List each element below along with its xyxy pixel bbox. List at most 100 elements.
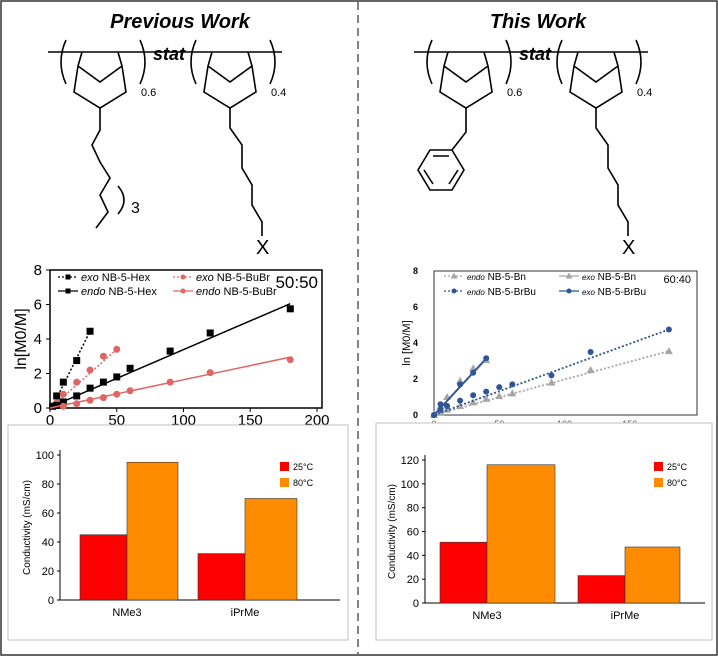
data-point <box>86 366 94 374</box>
data-point <box>206 329 214 337</box>
data-point <box>495 392 504 400</box>
y-tick-label: 0 <box>413 598 419 610</box>
ratio-label: 60:40 <box>663 274 691 286</box>
data-point <box>113 390 121 398</box>
legend-label: 80°C <box>667 478 688 488</box>
y-tick-label: 20 <box>407 574 419 586</box>
fraction-label-2-this: 0.4 <box>637 87 652 99</box>
y-tick-label: 60 <box>42 508 54 520</box>
stat-label-this: stat <box>519 44 552 64</box>
data-point <box>126 364 134 372</box>
x-group-label-this: X <box>622 237 635 259</box>
data-point <box>86 384 94 392</box>
data-point <box>664 347 673 355</box>
y-tick-label: 80 <box>407 503 419 515</box>
y-tick-label: 6 <box>413 302 418 312</box>
y-tick-label: 40 <box>42 537 54 549</box>
bar-iPrMe-80°C <box>624 546 681 604</box>
legend-swatch <box>654 478 663 487</box>
y-tick-label: 0 <box>413 410 418 420</box>
y-tick-label: 6 <box>34 297 42 314</box>
y-tick-label: 8 <box>34 262 42 279</box>
legend-prefix: exo <box>582 273 595 282</box>
y-tick-label: 100 <box>401 479 419 491</box>
legend-name: NB-5-BuBr <box>214 272 271 284</box>
category-label: iPrMe <box>611 610 640 622</box>
legend-label: exo NB-5-Hex <box>81 272 151 284</box>
data-point <box>113 373 121 381</box>
y-tick-label: 100 <box>36 450 54 462</box>
data-point <box>509 381 516 388</box>
x-group-label-previous: X <box>256 237 269 259</box>
data-point <box>456 402 465 409</box>
bar-NMe3-80°C <box>486 464 556 604</box>
y-tick-label: 0 <box>48 595 54 607</box>
panel-title-previous: Previous Work <box>110 11 251 33</box>
y-tick-label: 2 <box>34 366 42 383</box>
legend-swatch <box>280 462 289 471</box>
data-point <box>547 378 556 386</box>
y-axis-label: ln [M0/M] <box>401 320 413 365</box>
data-point <box>444 403 451 409</box>
legend-label: endo NB-5-Hex <box>81 286 157 298</box>
series-exo-NB-5-BrBu: exo NB-5-BrBu <box>431 287 646 418</box>
legend-label: exo NB-5-BrBu <box>582 287 646 298</box>
legend-marker <box>65 288 71 294</box>
legend-swatch <box>280 478 289 487</box>
data-point <box>483 388 490 395</box>
legend-label: 80°C <box>293 478 314 488</box>
data-point <box>496 384 503 391</box>
data-point <box>86 327 94 335</box>
structure-previous <box>48 39 282 236</box>
category-label: NMe3 <box>472 610 501 622</box>
y-axis-label: Conductivity (mS/cm) <box>22 480 33 575</box>
legend-name: NB-5-Bn <box>485 272 526 283</box>
data-point <box>53 401 61 409</box>
bar-iPrMe-25°C <box>197 553 246 601</box>
fit-line <box>433 328 670 416</box>
category-label: NMe3 <box>112 607 141 619</box>
y-axis-label: ln[M0/M] <box>13 308 30 369</box>
legend-prefix: exo <box>582 288 595 297</box>
legend-label: exo NB-5-Bn <box>582 272 636 283</box>
y-tick-label: 40 <box>407 550 419 562</box>
data-point <box>73 357 81 365</box>
ratio-label: 50:50 <box>275 273 318 292</box>
fraction-label-2-previous: 0.4 <box>271 87 286 99</box>
category-label: iPrMe <box>231 607 260 619</box>
y-axis-label: Conductivity (mS/cm) <box>387 484 398 579</box>
data-point <box>59 398 67 406</box>
legend-label: 25°C <box>667 462 688 472</box>
legend-prefix: endo <box>467 288 485 297</box>
data-point <box>73 400 81 408</box>
legend-name: NB-5-BrBu <box>485 287 536 298</box>
legend-prefix: endo <box>81 286 105 298</box>
structure-this <box>414 39 648 236</box>
data-point <box>482 394 491 402</box>
legend-name: NB-5-BuBr <box>220 286 277 298</box>
data-point <box>457 397 464 404</box>
plot-frame <box>433 270 698 416</box>
data-point <box>508 389 517 397</box>
conductivity-chart-1: 0 20 40 60 80 100 120 Conductivity (mS/cm) NMe3 i… <box>375 422 713 641</box>
data-point <box>457 381 464 388</box>
data-point <box>286 356 294 364</box>
legend-label: 25°C <box>293 462 314 472</box>
data-point <box>586 366 595 373</box>
bar-NMe3-80°C <box>126 461 179 601</box>
data-point <box>286 305 294 313</box>
data-point <box>443 405 452 413</box>
bar-iPrMe-80°C <box>244 498 298 601</box>
data-point <box>587 349 594 355</box>
data-point <box>59 390 67 398</box>
data-point <box>59 378 67 386</box>
y-tick-label: 4 <box>34 331 42 348</box>
y-tick-label: 120 <box>401 455 419 467</box>
legend-marker <box>65 274 71 280</box>
conductivity-chart-0: 0 20 40 60 80 100 Conductivity (mS/cm) NMe3 iPrM… <box>7 424 349 641</box>
data-point <box>59 402 67 410</box>
legend-label: exo NB-5-BuBr <box>196 272 270 284</box>
series-exo-NB-5-BuBr: exo NB-5-BuBr <box>52 272 270 407</box>
legend-marker <box>180 274 186 280</box>
